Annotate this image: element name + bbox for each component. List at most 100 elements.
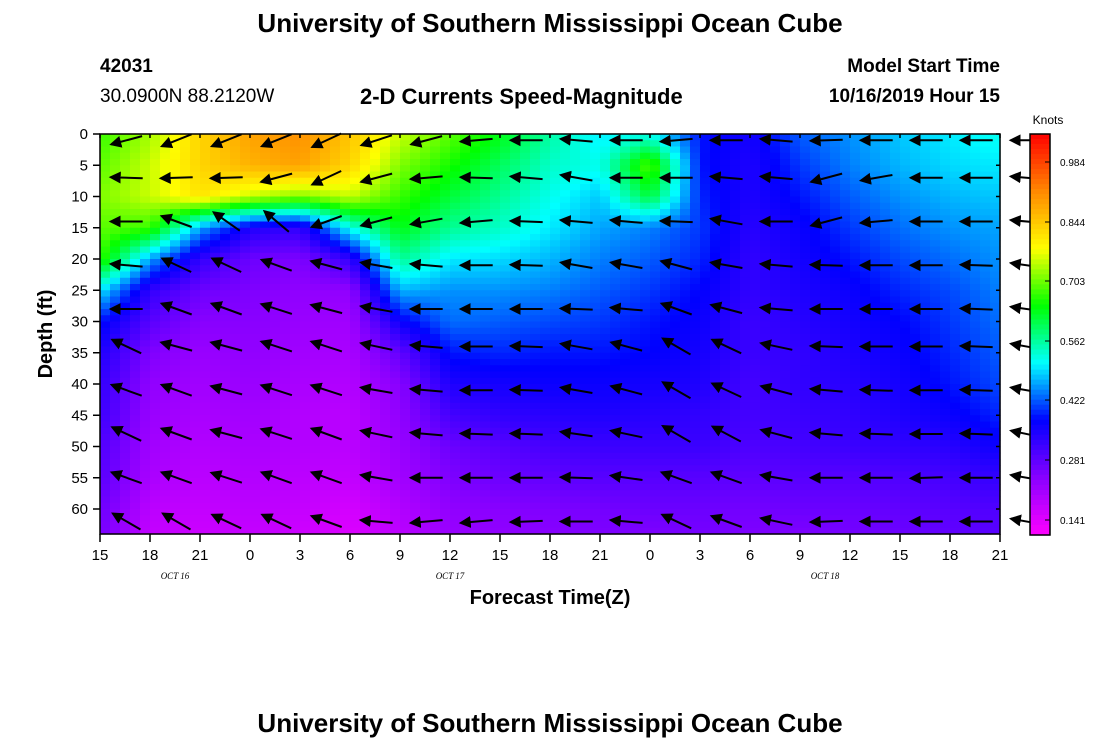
heatmap-cell	[820, 321, 831, 329]
heatmap-cell	[460, 352, 471, 360]
heatmap-cell	[290, 465, 301, 473]
heatmap-cell	[770, 365, 781, 373]
heatmap-cell	[320, 284, 331, 291]
heatmap-cell	[990, 296, 1001, 304]
heatmap-cell	[480, 446, 491, 454]
heatmap-cell	[760, 146, 771, 154]
heatmap-cell	[840, 377, 851, 385]
heatmap-cell	[500, 309, 511, 316]
heatmap-cell	[750, 184, 761, 191]
heatmap-cell	[470, 409, 481, 416]
heatmap-cell	[610, 390, 621, 398]
heatmap-cell	[120, 284, 131, 291]
heatmap-cell	[360, 277, 371, 285]
heatmap-cell	[990, 140, 1001, 148]
heatmap-cell	[530, 284, 541, 291]
heatmap-cell	[510, 252, 521, 260]
heatmap-cell	[820, 446, 831, 454]
heatmap-cell	[520, 359, 531, 366]
heatmap-cell	[320, 184, 331, 191]
heatmap-cell	[850, 134, 861, 141]
heatmap-cell	[400, 309, 411, 316]
heatmap-cell	[920, 415, 931, 423]
heatmap-cell	[700, 252, 711, 260]
heatmap-cell	[500, 171, 511, 179]
heatmap-cell	[910, 346, 921, 354]
heatmap-cell	[440, 271, 451, 279]
heatmap-cell	[550, 190, 561, 198]
heatmap-cell	[700, 352, 711, 360]
heatmap-cell	[340, 252, 351, 260]
heatmap-cell	[640, 427, 651, 435]
heatmap-cell	[580, 234, 591, 241]
heatmap-cell	[490, 309, 501, 316]
heatmap-cell	[880, 427, 891, 435]
model-start-value: 10/16/2019 Hour 15	[828, 86, 1000, 107]
heatmap-cell	[500, 215, 511, 223]
heatmap-cell	[640, 134, 651, 141]
heatmap-cell	[680, 271, 691, 279]
heatmap-cell	[280, 465, 291, 473]
heatmap-cell	[810, 365, 821, 373]
heatmap-cell	[890, 246, 901, 254]
heatmap-cell	[470, 334, 481, 341]
heatmap-cell	[660, 359, 671, 366]
heatmap-cell	[360, 327, 371, 335]
heatmap-cell	[570, 402, 581, 410]
heatmap-cell	[520, 240, 531, 248]
heatmap-cell	[930, 409, 941, 416]
heatmap-cell	[390, 465, 401, 473]
heatmap-cell	[400, 452, 411, 460]
heatmap-cell	[880, 202, 891, 210]
heatmap-cell	[600, 371, 611, 379]
heatmap-cell	[270, 352, 281, 360]
heatmap-cell	[280, 165, 291, 173]
heatmap-cell	[860, 321, 871, 329]
heatmap-cell	[590, 284, 601, 291]
heatmap-cell	[270, 296, 281, 304]
heatmap-cell	[900, 171, 911, 179]
heatmap-cell	[950, 265, 961, 273]
heatmap-cell	[440, 334, 451, 341]
heatmap-cell	[520, 365, 531, 373]
heatmap-cell	[390, 421, 401, 429]
heatmap-cell	[600, 209, 611, 216]
heatmap-cell	[700, 421, 711, 429]
heatmap-cell	[950, 140, 961, 148]
heatmap-cell	[940, 146, 951, 154]
heatmap-cell	[360, 271, 371, 279]
heatmap-cell	[150, 240, 161, 248]
heatmap-cell	[450, 252, 461, 260]
heatmap-cell	[100, 334, 111, 341]
heatmap-cell	[770, 190, 781, 198]
heatmap-cell	[190, 240, 201, 248]
heatmap-cell	[300, 171, 311, 179]
heatmap-cell	[300, 202, 311, 210]
heatmap-cell	[330, 327, 341, 335]
heatmap-cell	[960, 309, 971, 316]
heatmap-cell	[530, 177, 541, 185]
heatmap-cell	[980, 302, 991, 310]
heatmap-cell	[380, 440, 391, 448]
heatmap-cell	[640, 409, 651, 416]
heatmap-cell	[820, 402, 831, 410]
heatmap-cell	[140, 134, 151, 141]
heatmap-cell	[450, 146, 461, 154]
heatmap-cell	[380, 246, 391, 254]
heatmap-cell	[910, 415, 921, 423]
heatmap-cell	[340, 327, 351, 335]
heatmap-cell	[290, 190, 301, 198]
heatmap-cell	[770, 221, 781, 229]
heatmap-cell	[750, 152, 761, 160]
heatmap-cell	[170, 352, 181, 360]
heatmap-cell	[680, 296, 691, 304]
heatmap-cell	[870, 284, 881, 291]
heatmap-cell	[680, 259, 691, 266]
heatmap-cell	[150, 365, 161, 373]
heatmap-cell	[840, 371, 851, 379]
heatmap-cell	[990, 277, 1001, 285]
heatmap-cell	[190, 252, 201, 260]
heatmap-cell	[350, 284, 361, 291]
heatmap-cell	[100, 452, 111, 460]
heatmap-cell	[270, 427, 281, 435]
